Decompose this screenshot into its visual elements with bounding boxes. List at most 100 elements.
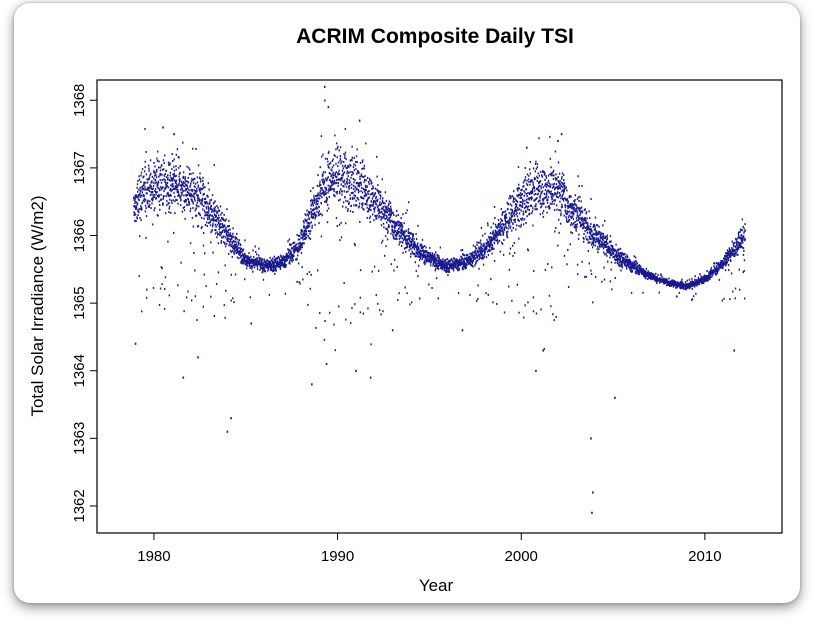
data-point xyxy=(482,263,485,266)
data-point xyxy=(577,237,580,240)
data-point xyxy=(240,254,243,257)
data-point xyxy=(563,214,565,217)
data-point xyxy=(170,178,173,181)
data-point xyxy=(312,213,314,216)
data-point xyxy=(561,172,564,175)
data-point xyxy=(535,205,537,208)
data-point xyxy=(700,276,703,279)
data-point xyxy=(318,205,320,208)
data-point xyxy=(363,176,365,179)
data-point xyxy=(156,168,158,171)
data-point xyxy=(418,247,420,250)
data-point xyxy=(672,279,674,282)
data-point xyxy=(360,195,362,198)
data-point xyxy=(678,291,681,294)
data-point xyxy=(626,258,628,261)
data-point xyxy=(614,258,616,261)
data-point xyxy=(317,174,319,177)
data-point xyxy=(173,169,176,172)
data-point xyxy=(635,260,637,263)
data-point xyxy=(216,223,219,226)
data-point xyxy=(599,231,601,234)
data-point xyxy=(537,177,539,180)
data-point xyxy=(612,245,614,248)
data-point xyxy=(698,283,701,286)
data-point xyxy=(218,209,221,212)
data-point xyxy=(183,194,185,197)
data-point xyxy=(452,269,455,272)
data-point xyxy=(665,284,668,287)
data-point xyxy=(295,249,298,252)
data-point xyxy=(361,196,363,199)
data-point xyxy=(334,134,336,137)
data-point xyxy=(414,261,417,264)
data-point xyxy=(515,203,518,206)
data-point xyxy=(589,225,592,228)
data-point xyxy=(327,207,330,210)
data-point xyxy=(433,262,435,265)
data-point xyxy=(506,233,508,236)
data-point xyxy=(138,175,140,178)
data-point xyxy=(484,251,486,254)
data-point xyxy=(553,202,555,205)
data-point xyxy=(586,217,588,220)
data-point xyxy=(583,232,585,235)
data-point xyxy=(500,233,502,236)
data-point xyxy=(558,218,560,221)
data-point xyxy=(608,249,611,252)
data-point xyxy=(324,157,327,160)
data-point xyxy=(527,191,529,194)
data-point xyxy=(518,225,520,228)
data-point xyxy=(165,181,167,184)
data-point xyxy=(202,232,205,235)
data-point xyxy=(152,196,154,199)
data-point xyxy=(154,182,156,185)
data-point xyxy=(695,283,697,286)
data-point xyxy=(264,260,266,263)
data-point xyxy=(488,249,490,252)
data-point xyxy=(323,338,326,341)
data-point xyxy=(281,258,283,261)
data-point xyxy=(368,182,370,185)
data-point xyxy=(432,253,434,256)
data-point xyxy=(633,255,635,258)
data-point xyxy=(152,187,154,190)
data-point xyxy=(382,205,385,208)
data-point xyxy=(314,213,317,216)
data-point xyxy=(247,259,250,262)
data-point xyxy=(380,313,382,316)
data-point xyxy=(182,190,184,193)
data-point xyxy=(534,198,536,201)
data-point xyxy=(591,230,593,233)
data-point xyxy=(191,177,193,180)
data-point xyxy=(586,231,589,234)
data-point xyxy=(163,178,165,181)
data-point xyxy=(289,262,291,265)
data-point xyxy=(165,195,167,198)
data-point xyxy=(174,186,177,189)
data-point xyxy=(510,220,513,223)
data-point xyxy=(154,188,157,191)
data-point xyxy=(153,169,155,172)
data-point xyxy=(136,216,138,219)
data-point xyxy=(260,257,263,260)
data-point xyxy=(396,238,398,241)
data-point xyxy=(468,259,470,262)
data-point xyxy=(188,201,190,204)
data-point xyxy=(612,252,615,255)
data-point xyxy=(447,274,449,277)
data-point xyxy=(184,183,187,186)
data-point xyxy=(201,197,204,200)
data-point xyxy=(149,186,152,189)
data-point xyxy=(278,265,281,268)
data-point xyxy=(324,99,326,102)
data-point xyxy=(303,242,305,245)
data-point xyxy=(547,174,550,177)
data-point xyxy=(616,255,618,258)
data-point xyxy=(573,206,575,209)
data-point xyxy=(717,262,719,265)
data-point xyxy=(258,247,260,250)
data-point xyxy=(436,259,438,262)
data-point xyxy=(282,259,284,262)
data-point xyxy=(174,200,176,203)
